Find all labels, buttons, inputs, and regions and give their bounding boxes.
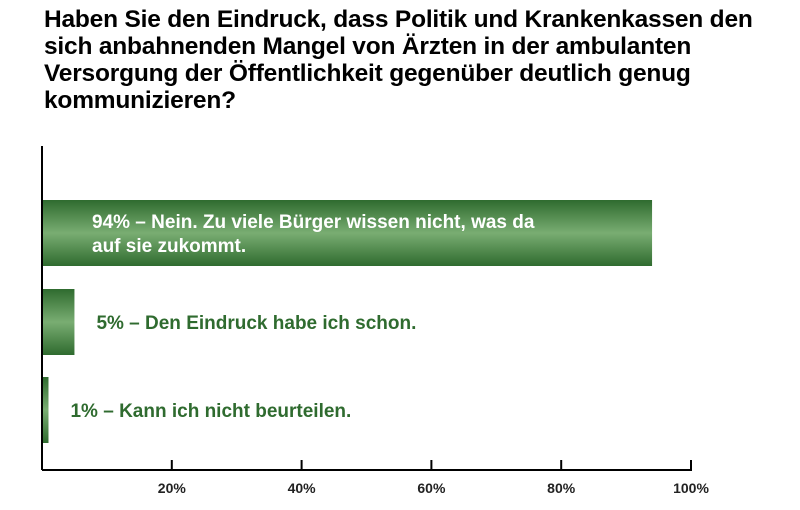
chart-title: Haben Sie den Eindruck, dass Politik und… xyxy=(44,6,753,114)
x-axis-ticks: 20% 40% 60% 80% 100% xyxy=(158,460,709,496)
x-tick-label: 20% xyxy=(158,480,187,496)
x-tick-label: 40% xyxy=(288,480,317,496)
bar-label-2: 5% – Den Eindruck habe ich schon. xyxy=(96,313,416,334)
bar-1 xyxy=(42,200,653,266)
x-tick-label: 80% xyxy=(547,480,576,496)
bar-label-line: auf sie zukommt. xyxy=(92,236,246,257)
bar-label-1: 94% – Nein. Zu viele Bürger wissen nicht… xyxy=(92,212,535,257)
bar-3 xyxy=(42,377,49,443)
bar-2 xyxy=(42,289,75,355)
bars-group: 94% – Nein. Zu viele Bürger wissen nicht… xyxy=(42,200,653,443)
bar-label-line: 94% – Nein. Zu viele Bürger wissen nicht… xyxy=(92,212,535,233)
bar-label-3: 1% – Kann ich nicht beurteilen. xyxy=(70,401,351,422)
bar-label-line: 1% – Kann ich nicht beurteilen. xyxy=(70,401,351,422)
bar-label-line: 5% – Den Eindruck habe ich schon. xyxy=(96,313,416,334)
x-tick-label: 60% xyxy=(417,480,446,496)
x-tick-label: 100% xyxy=(673,480,709,496)
